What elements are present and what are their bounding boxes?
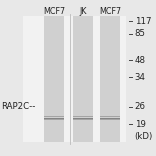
FancyBboxPatch shape — [44, 119, 64, 120]
Text: 85: 85 — [135, 29, 146, 38]
FancyBboxPatch shape — [73, 117, 93, 118]
Text: 19: 19 — [135, 119, 146, 129]
FancyBboxPatch shape — [100, 16, 120, 142]
FancyBboxPatch shape — [100, 117, 120, 118]
FancyBboxPatch shape — [73, 116, 93, 117]
FancyBboxPatch shape — [44, 117, 64, 118]
Text: MCF7: MCF7 — [43, 7, 65, 16]
FancyBboxPatch shape — [44, 118, 64, 119]
Text: (kD): (kD) — [135, 132, 153, 141]
FancyBboxPatch shape — [100, 116, 120, 117]
Text: RAP2C--: RAP2C-- — [2, 102, 36, 111]
Text: JK: JK — [79, 7, 86, 16]
Text: 34: 34 — [135, 73, 146, 82]
FancyBboxPatch shape — [73, 119, 93, 120]
Text: MCF7: MCF7 — [99, 7, 121, 16]
FancyBboxPatch shape — [44, 116, 64, 117]
FancyBboxPatch shape — [100, 119, 120, 120]
Text: 48: 48 — [135, 56, 146, 65]
Text: 26: 26 — [135, 102, 146, 111]
Text: 117: 117 — [135, 17, 151, 26]
FancyBboxPatch shape — [73, 118, 93, 119]
FancyBboxPatch shape — [100, 118, 120, 119]
FancyBboxPatch shape — [73, 16, 93, 142]
FancyBboxPatch shape — [44, 16, 64, 142]
FancyBboxPatch shape — [23, 16, 126, 142]
